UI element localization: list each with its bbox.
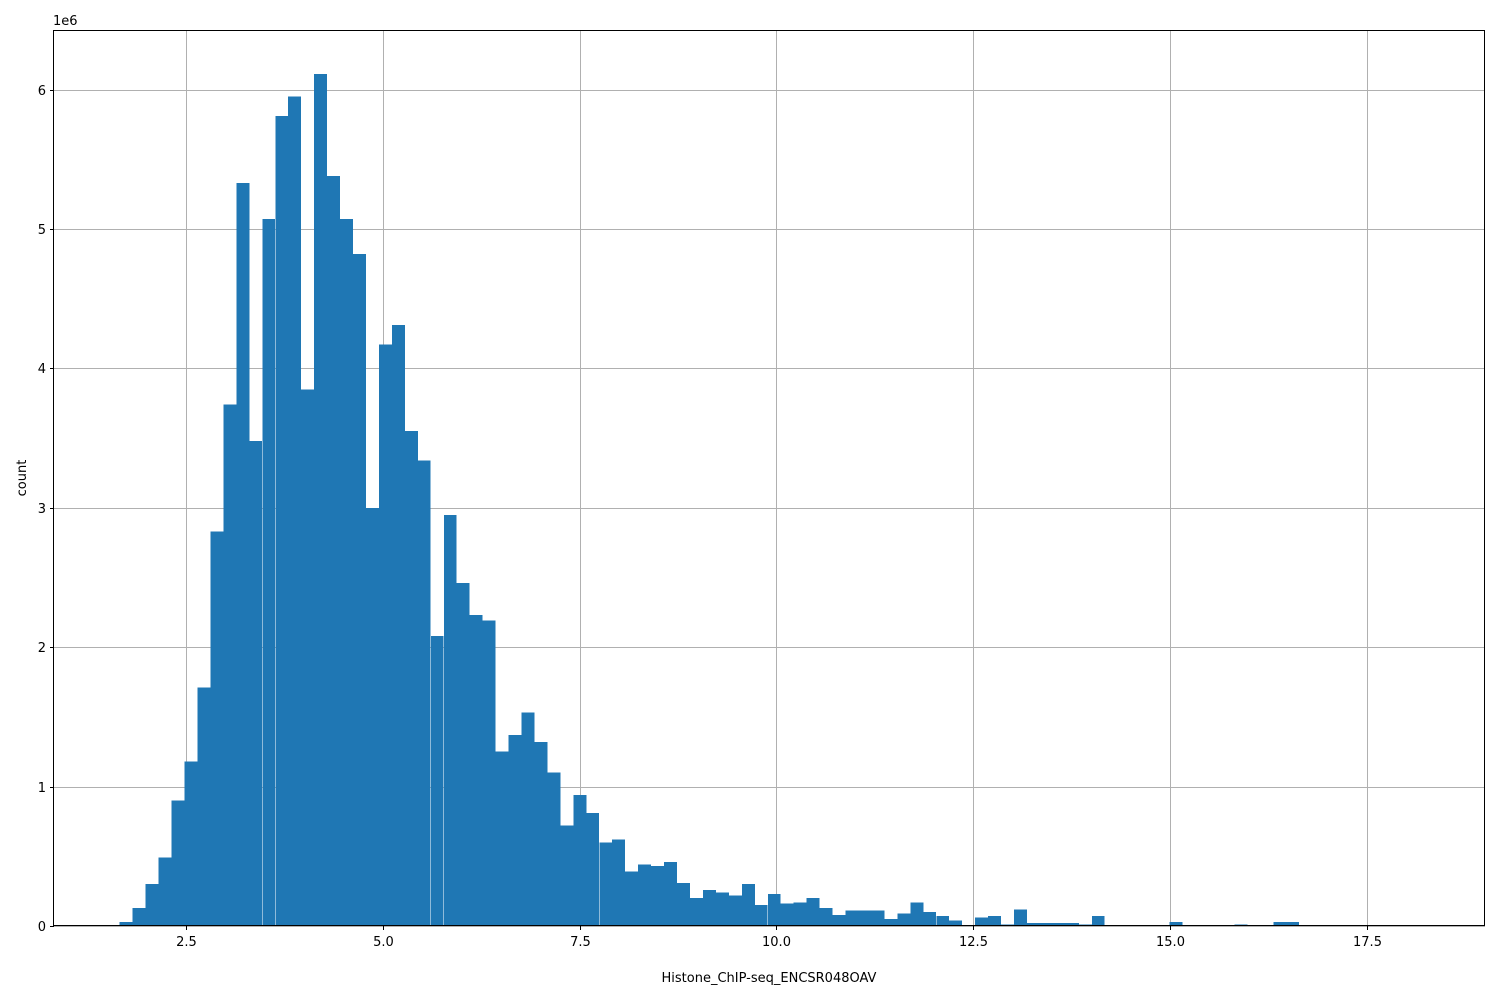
histogram-bar — [365, 507, 379, 926]
histogram-bar — [897, 913, 911, 926]
histogram-bar — [923, 912, 937, 926]
histogram-bar — [469, 615, 483, 926]
histogram-bar — [275, 116, 289, 927]
histogram-bar — [1014, 909, 1028, 926]
histogram-bar — [702, 889, 716, 926]
histogram-bar — [521, 712, 535, 926]
histogram-bar — [417, 460, 431, 926]
histogram-bar — [262, 219, 276, 926]
x-tick-label: 2.5 — [176, 935, 197, 950]
histogram-bar — [715, 892, 729, 926]
histogram-bar — [651, 866, 665, 926]
histogram-bar — [171, 800, 185, 926]
histogram-bar — [741, 884, 755, 926]
histogram-bar — [456, 583, 470, 926]
histogram-bar — [1273, 921, 1287, 926]
histogram-bar — [482, 620, 496, 926]
histogram-bar — [301, 389, 315, 926]
histogram-bar — [767, 893, 781, 926]
histogram-bar — [236, 182, 250, 926]
histogram-bar — [625, 871, 639, 926]
histogram-bar — [819, 907, 833, 926]
histogram-bar — [1169, 921, 1183, 926]
histogram-bar — [547, 772, 561, 926]
histogram-bar — [599, 842, 613, 926]
y-offset-label: 1e6 — [53, 14, 78, 29]
x-tick-label: 17.5 — [1353, 935, 1382, 950]
x-tick-label: 12.5 — [959, 935, 988, 950]
histogram-bar — [949, 920, 963, 926]
histogram-bar — [638, 864, 652, 926]
histogram-bar — [676, 882, 690, 926]
histogram-bar — [1091, 916, 1105, 926]
histogram-bar — [1052, 923, 1066, 926]
y-tick-label: 0 — [38, 920, 46, 935]
histogram-bar — [210, 531, 224, 926]
histogram-bar — [327, 175, 341, 927]
histogram-bar — [728, 895, 742, 926]
y-tick-label: 2 — [38, 641, 46, 656]
histogram-bar — [832, 914, 846, 926]
x-tick-label: 5.0 — [373, 935, 394, 950]
histogram-bar — [586, 813, 600, 926]
histogram-bar — [1026, 923, 1040, 926]
histogram-bar — [988, 916, 1002, 926]
histogram-bar — [1286, 921, 1300, 926]
y-tick-label: 1 — [38, 781, 46, 796]
histogram-bar — [858, 910, 872, 926]
histogram-bar — [340, 219, 354, 926]
histogram-bar — [871, 910, 885, 926]
histogram-bar — [443, 514, 457, 926]
histogram-bar — [249, 440, 263, 926]
histogram-bar — [132, 907, 146, 926]
y-axis-label: count — [15, 460, 30, 497]
histogram-bar — [352, 254, 366, 927]
histogram-bar — [119, 921, 133, 926]
y-tick-label: 4 — [38, 362, 46, 377]
histogram-bar — [223, 404, 237, 926]
histogram-bar — [573, 794, 587, 926]
plot-frame — [53, 30, 1485, 926]
y-tick-label: 6 — [38, 84, 46, 99]
histogram-bar — [145, 884, 159, 926]
x-tick-label: 15.0 — [1156, 935, 1185, 950]
histogram-bar — [534, 741, 548, 926]
y-tick-label: 5 — [38, 223, 46, 238]
histogram-bar — [910, 902, 924, 926]
histogram-bar — [288, 96, 302, 926]
histogram-bar — [404, 431, 418, 926]
histogram-bar — [612, 839, 626, 926]
histogram-bar — [975, 917, 989, 926]
histogram-bar — [508, 735, 522, 926]
y-tick-label: 3 — [38, 502, 46, 517]
histogram-bar — [1039, 923, 1053, 926]
x-tick-label: 10.0 — [762, 935, 791, 950]
histogram-bar — [158, 857, 172, 926]
histogram-bar — [884, 919, 898, 926]
histogram-bar — [314, 74, 328, 927]
histogram-bar — [780, 903, 794, 926]
histogram-bar — [378, 344, 392, 926]
histogram-bar — [689, 898, 703, 926]
histogram-bar — [806, 898, 820, 926]
y-axis-ticks: 0 1 2 3 4 5 6 — [38, 84, 54, 935]
histogram-bar — [664, 861, 678, 926]
x-tick-label: 7.5 — [570, 935, 591, 950]
histogram-bar — [754, 905, 768, 926]
histogram-bars — [119, 74, 1300, 927]
histogram-bar — [495, 751, 509, 926]
histogram-bar — [430, 636, 444, 926]
histogram-bar — [1065, 923, 1079, 926]
histogram-bar — [793, 902, 807, 926]
histogram-bar — [197, 687, 211, 926]
histogram-bar — [391, 325, 405, 926]
x-axis-ticks: 2.5 5.0 7.5 10.0 12.5 15.0 17.5 — [176, 926, 1382, 950]
histogram-bar — [184, 761, 198, 926]
x-axis-label: Histone_ChIP-seq_ENCSR048OAV — [662, 971, 877, 986]
histogram-bar — [845, 910, 859, 926]
histogram-bar — [936, 916, 950, 926]
histogram-bar — [560, 825, 574, 926]
